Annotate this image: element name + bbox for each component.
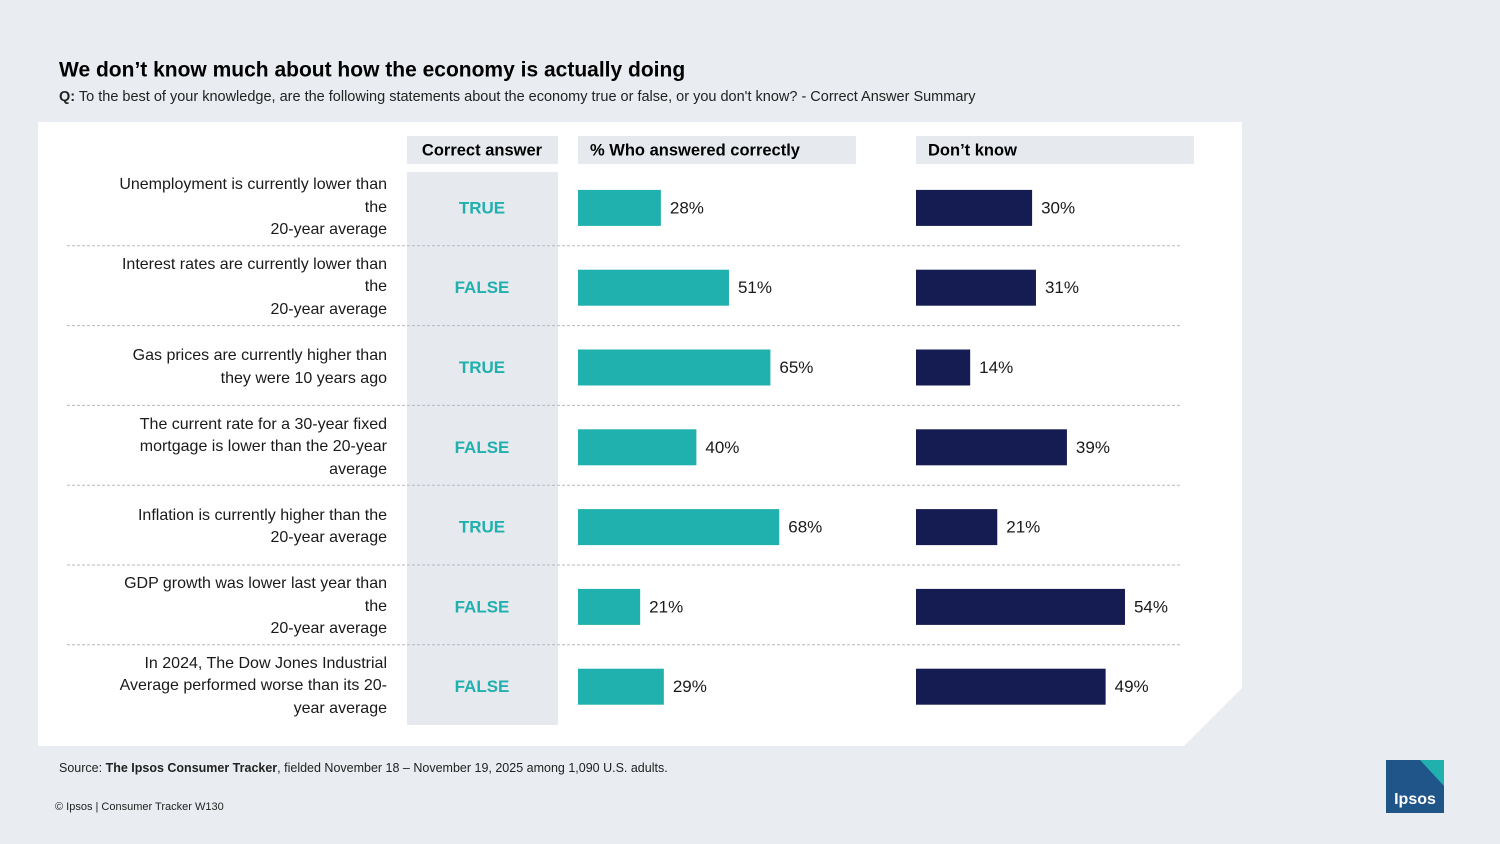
correct-answer: FALSE [455, 278, 510, 297]
header-box [407, 136, 558, 164]
bar [578, 269, 729, 306]
value-label: 40% [705, 438, 739, 457]
correct-answer: FALSE [455, 677, 510, 696]
value-label: 21% [649, 597, 683, 616]
statement: Inflation is currently higher than the 2… [137, 506, 387, 547]
logo-accent [1420, 760, 1444, 786]
statement: Gas prices are currently higher than the… [132, 347, 387, 387]
bar [916, 588, 1125, 625]
bar [578, 509, 780, 546]
source-name: The Ipsos Consumer Tracker [106, 761, 278, 775]
question: Q: To the best of your knowledge, are th… [59, 89, 976, 105]
bar [916, 509, 998, 546]
answer-column [407, 172, 558, 725]
value-label: 28% [670, 198, 704, 217]
logo-text: Ipsos [1394, 791, 1436, 808]
header-box [916, 136, 1194, 164]
statement: The current rate for a 30-year fixed mor… [139, 415, 387, 478]
bar [916, 269, 1036, 306]
statement: Unemployment is currently lower than the… [119, 176, 387, 239]
correct-answer: FALSE [455, 597, 510, 616]
statement: Interest rates are currently lower than … [121, 255, 387, 318]
bar [578, 349, 771, 386]
bar [916, 668, 1106, 705]
value-label: 30% [1041, 198, 1075, 217]
column-header: % Who answered correctly [590, 141, 801, 159]
value-label: 49% [1115, 677, 1149, 696]
column-header: Correct answer [422, 141, 543, 159]
value-label: 39% [1076, 438, 1110, 457]
question-prefix: Q: [59, 89, 75, 105]
correct-answer: TRUE [459, 358, 505, 377]
statement: GDP growth was lower last year than the … [124, 575, 387, 638]
source-label: Source: [59, 761, 102, 775]
value-label: 51% [738, 278, 772, 297]
bar [916, 429, 1067, 466]
value-label: 14% [979, 358, 1013, 377]
correct-answer: TRUE [459, 518, 505, 537]
value-label: 31% [1045, 278, 1079, 297]
correct-answer: TRUE [459, 198, 505, 217]
bar [578, 429, 697, 466]
bar [578, 189, 661, 226]
correct-answer: FALSE [455, 438, 510, 457]
value-label: 54% [1134, 597, 1168, 616]
source-text: , fielded November 18 – November 19, 202… [277, 761, 668, 775]
footer: © Ipsos | Consumer Tracker W130 [55, 801, 224, 813]
bar [578, 668, 664, 705]
bar [916, 349, 971, 386]
bar [578, 588, 641, 625]
value-label: 65% [779, 358, 813, 377]
value-label: 68% [788, 518, 822, 537]
statement: In 2024, The Dow Jones Industrial Averag… [119, 654, 387, 717]
chart-title: We don’t know much about how the economy… [59, 59, 685, 82]
value-label: 29% [673, 677, 707, 696]
value-label: 21% [1006, 518, 1040, 537]
source: Source: The Ipsos Consumer Tracker, fiel… [59, 761, 668, 775]
question-text: To the best of your knowledge, are the f… [79, 89, 976, 105]
column-header: Don’t know [928, 141, 1017, 159]
bar [916, 189, 1033, 226]
header-box [578, 136, 856, 164]
